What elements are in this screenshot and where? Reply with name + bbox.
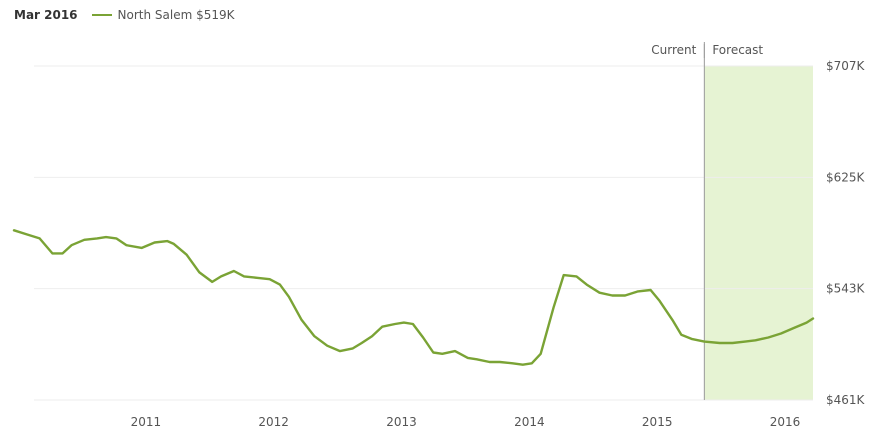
- legend-date: Mar 2016: [14, 8, 78, 22]
- forecast-region: [704, 66, 813, 400]
- x-tick-label: 2013: [386, 415, 417, 429]
- current-label: Current: [651, 43, 696, 57]
- y-tick-label: $625K: [826, 170, 866, 184]
- y-tick-label: $543K: [826, 282, 866, 296]
- chart-legend: Mar 2016 North Salem $519K: [14, 6, 235, 24]
- y-tick-label: $707K: [826, 59, 866, 73]
- legend-series-name: North Salem: [117, 8, 193, 22]
- x-tick-label: 2012: [258, 415, 289, 429]
- gridlines: [34, 65, 813, 401]
- forecast-label: Forecast: [712, 43, 763, 57]
- x-tick-label: 2011: [131, 415, 162, 429]
- x-axis: 2011 2012 2013 2014 2015 2016: [131, 415, 801, 429]
- legend-swatch: [91, 14, 112, 16]
- y-axis: $461K $543K $625K $707K: [826, 59, 866, 407]
- series-line-north-salem: [12, 229, 815, 366]
- legend-series-value: $519K: [196, 8, 235, 22]
- x-tick-label: 2014: [514, 415, 545, 429]
- x-tick-label: 2016: [770, 415, 801, 429]
- y-tick-label: $461K: [826, 393, 866, 407]
- x-tick-label: 2015: [642, 415, 673, 429]
